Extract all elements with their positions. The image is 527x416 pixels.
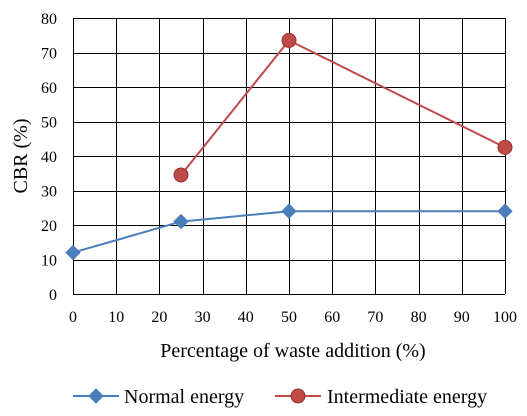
y-tick-label: 70 (41, 46, 57, 63)
y-tick-label: 80 (41, 11, 57, 28)
y-tick-label: 0 (49, 287, 57, 304)
x-tick-label: 100 (493, 309, 517, 326)
series-line-normal-energy (72, 210, 505, 254)
legend-marker-normal-energy (88, 388, 104, 404)
legend-label-intermediate-energy: Intermediate energy (327, 386, 487, 408)
y-axis-tick-labels: 0 10 20 30 40 50 60 70 80 (41, 11, 57, 304)
x-axis-tick-labels: 0 10 20 30 40 50 60 70 80 90 100 (69, 309, 517, 326)
data-point-normal-energy (173, 213, 189, 230)
y-tick-label: 60 (41, 80, 57, 97)
y-tick-label: 20 (41, 218, 57, 235)
y-tick-label: 50 (41, 115, 57, 132)
data-point-normal-energy (497, 203, 513, 219)
grid (73, 18, 506, 295)
x-axis-title: Percentage of waste addition (%) (160, 340, 425, 362)
y-tick-label: 10 (41, 253, 57, 270)
data-point-intermediate-energy (281, 32, 297, 48)
y-axis-title: CBR (%) (10, 119, 32, 194)
y-tick-label: 40 (41, 149, 57, 166)
data-point-normal-energy (281, 203, 297, 219)
series-line-intermediate-energy (180, 39, 506, 176)
y-tick-label: 30 (41, 184, 57, 201)
x-tick-label: 80 (411, 309, 427, 326)
x-tick-label: 40 (238, 309, 254, 326)
x-tick-label: 60 (324, 309, 340, 326)
legend: Normal energy Intermediate energy (73, 386, 487, 408)
x-tick-label: 70 (367, 309, 383, 326)
x-tick-label: 30 (195, 309, 211, 326)
x-tick-label: 90 (454, 309, 470, 326)
series-group (65, 32, 513, 261)
x-tick-label: 50 (281, 309, 297, 326)
data-point-intermediate-energy (173, 167, 189, 183)
data-point-intermediate-energy (497, 139, 513, 155)
legend-label-normal-energy: Normal energy (124, 386, 244, 408)
legend-marker-intermediate-energy (290, 388, 306, 404)
data-point-normal-energy (65, 244, 81, 261)
x-tick-label: 10 (108, 309, 124, 326)
x-tick-label: 0 (69, 309, 77, 326)
x-tick-label: 20 (151, 309, 167, 326)
